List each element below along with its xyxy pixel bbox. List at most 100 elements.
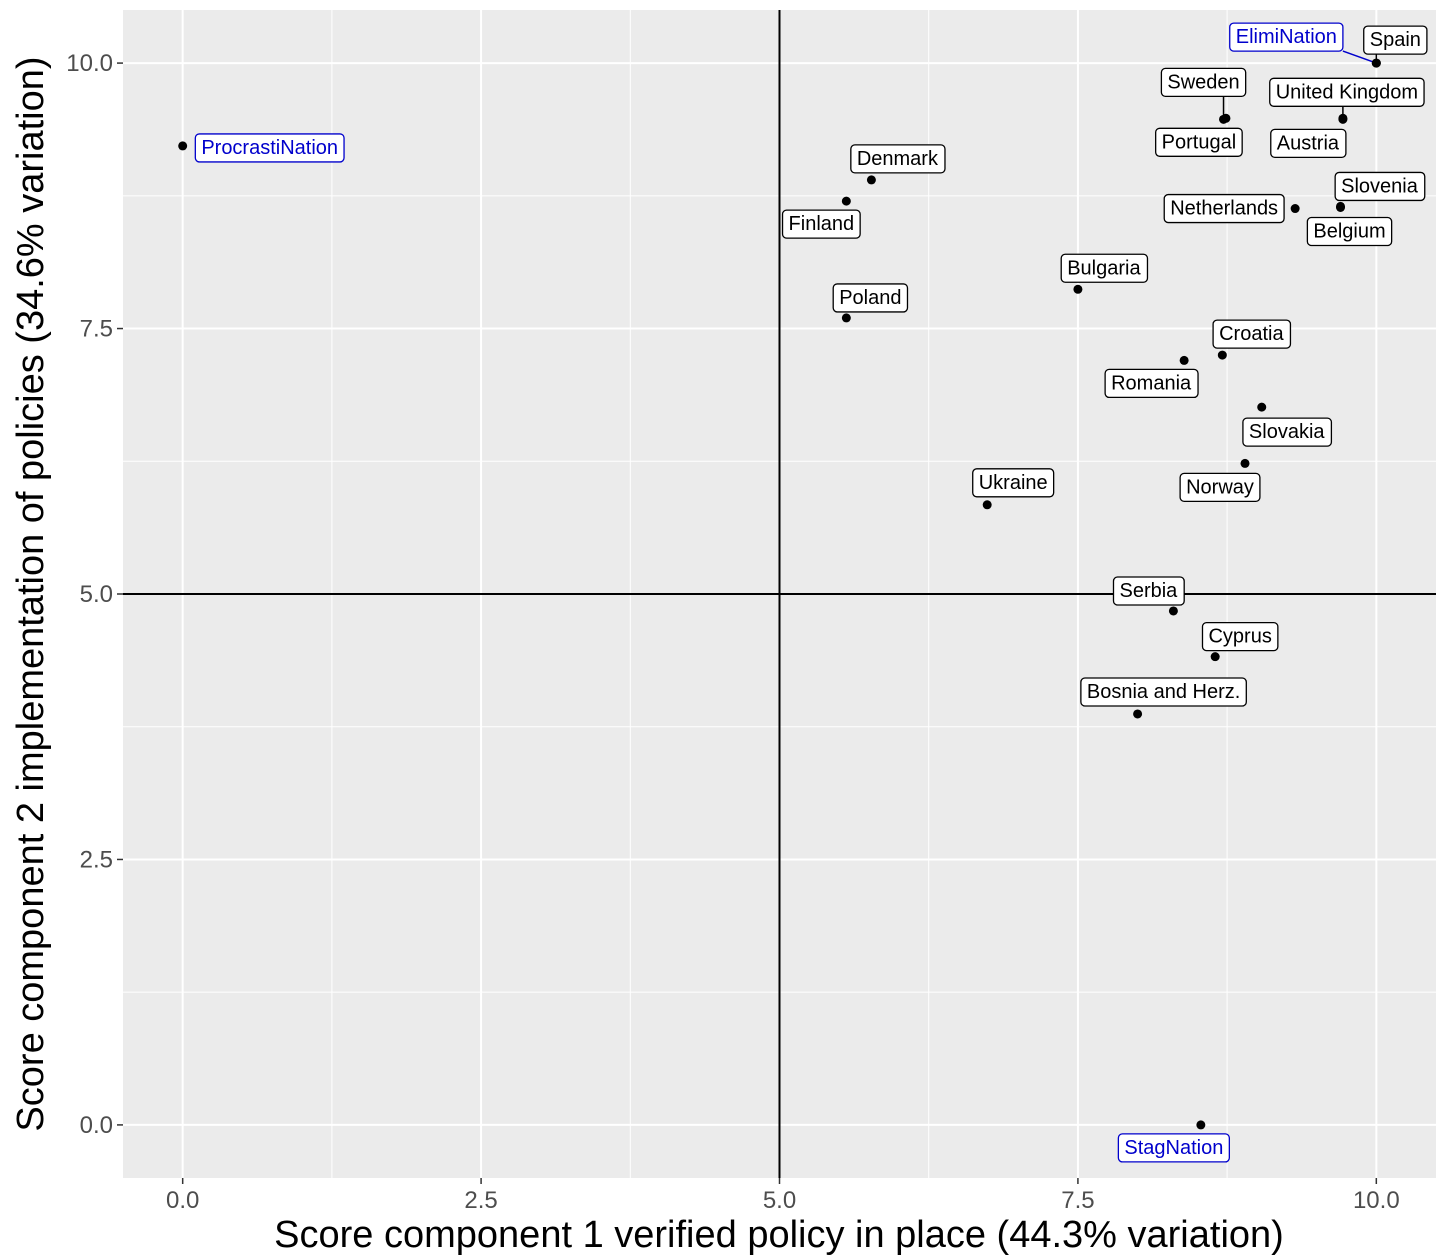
label-box [1117, 1133, 1230, 1163]
point-label: Ukraine [972, 468, 1055, 498]
label-box [1112, 576, 1185, 606]
data-point [1179, 355, 1189, 365]
label-text: Poland [839, 287, 901, 309]
data-point [841, 196, 851, 206]
x-axis-title: Score component 1 verified policy in pla… [274, 1214, 1284, 1255]
point-label: Belgium [1306, 216, 1393, 247]
x-tick-label: 2.5 [464, 1187, 497, 1214]
data-point [1168, 606, 1178, 616]
label-text: Croatia [1219, 323, 1284, 345]
label-text: Bosnia and Herz. [1087, 681, 1240, 703]
label-text: ProcrastiNation [201, 137, 338, 159]
data-point [1257, 402, 1267, 412]
label-box [1201, 621, 1279, 652]
y-tick-label: 10.0 [66, 50, 113, 77]
data-point [866, 175, 876, 185]
y-tick-label: 2.5 [80, 846, 113, 873]
label-box [972, 468, 1055, 498]
label-box [1306, 216, 1393, 247]
point-label: Poland [832, 283, 909, 313]
label-text: Bulgaria [1067, 257, 1141, 279]
y-tick-label: 7.5 [80, 316, 113, 343]
label-box [1212, 319, 1292, 349]
label-text: Austria [1277, 132, 1340, 154]
data-point [1371, 58, 1381, 68]
label-box [1229, 22, 1344, 52]
label-text: Belgium [1313, 220, 1385, 242]
x-tick-label: 7.5 [1061, 1187, 1094, 1214]
label-box [1363, 25, 1428, 55]
label-box [781, 209, 861, 239]
y-tick-label: 0.0 [80, 1112, 113, 1139]
point-label: Denmark [850, 144, 946, 174]
point-label: Slovenia [1334, 171, 1426, 202]
label-box [1334, 171, 1426, 202]
label-box [850, 144, 946, 174]
data-point [1290, 204, 1300, 214]
label-text: Finland [789, 213, 855, 235]
point-label: Romania [1104, 368, 1199, 399]
point-label: Finland [781, 209, 861, 239]
data-point [982, 500, 992, 510]
point-label: Portugal [1155, 127, 1243, 157]
data-point [1073, 284, 1083, 294]
label-box [194, 133, 345, 163]
point-label: United Kingdom [1269, 77, 1425, 107]
label-text: Norway [1186, 476, 1254, 498]
label-box [1155, 127, 1243, 157]
data-point [1210, 652, 1220, 662]
label-text: Ukraine [979, 472, 1048, 494]
label-box [1104, 368, 1199, 399]
x-tick-label: 5.0 [763, 1187, 796, 1214]
data-point [841, 313, 851, 323]
point-label: ElimiNation [1229, 22, 1344, 52]
point-labels: Spain ElimiNation Sweden United Kingdom Port… [194, 22, 1428, 1163]
point-label: Austria [1270, 128, 1347, 159]
label-text: Cyprus [1208, 626, 1271, 648]
label-box [1242, 417, 1333, 447]
label-text: Romania [1111, 372, 1192, 394]
data-points [178, 58, 1381, 1130]
label-box [1160, 67, 1247, 98]
y-axis-ticks: 0.0 2.5 5.0 7.5 10.0 [66, 50, 123, 1139]
x-tick-label: 10.0 [1353, 1187, 1400, 1214]
label-text: Spain [1370, 29, 1421, 51]
point-label: Netherlands [1163, 193, 1285, 224]
label-box [1269, 77, 1425, 107]
y-tick-label: 5.0 [80, 581, 113, 608]
data-point [1221, 113, 1231, 123]
label-text: United Kingdom [1276, 81, 1418, 103]
x-axis-ticks: 0.0 2.5 5.0 7.5 10.0 [166, 1178, 1400, 1214]
data-point [1240, 458, 1250, 468]
label-text: Slovakia [1249, 421, 1325, 443]
point-label: Cyprus [1201, 621, 1279, 652]
data-point [1196, 1120, 1206, 1130]
point-label: Slovakia [1242, 417, 1333, 447]
label-box [1270, 128, 1347, 159]
data-point [1336, 202, 1346, 212]
label-text: Denmark [857, 148, 939, 170]
point-label: Bulgaria [1060, 253, 1149, 283]
label-box [832, 283, 909, 313]
label-text: StagNation [1124, 1137, 1223, 1159]
data-point [1133, 709, 1143, 719]
label-box [1179, 472, 1261, 503]
label-text: Portugal [1162, 131, 1237, 153]
point-label: Croatia [1212, 319, 1292, 349]
point-label: Sweden [1160, 67, 1247, 98]
data-point [1217, 350, 1227, 360]
point-label: Spain [1363, 25, 1428, 55]
label-box [1163, 193, 1285, 224]
point-label: ProcrastiNation [194, 133, 345, 163]
data-point [1338, 114, 1348, 124]
x-tick-label: 0.0 [166, 1187, 199, 1214]
label-text: Netherlands [1170, 198, 1278, 220]
y-axis-title: Score component 2 implementation of poli… [10, 56, 52, 1131]
point-label: Norway [1179, 472, 1261, 503]
label-text: Sweden [1167, 71, 1239, 93]
label-text: ElimiNation [1236, 26, 1337, 48]
label-text: Slovenia [1341, 175, 1419, 197]
leader-line [1342, 50, 1377, 64]
label-box [1080, 677, 1247, 707]
